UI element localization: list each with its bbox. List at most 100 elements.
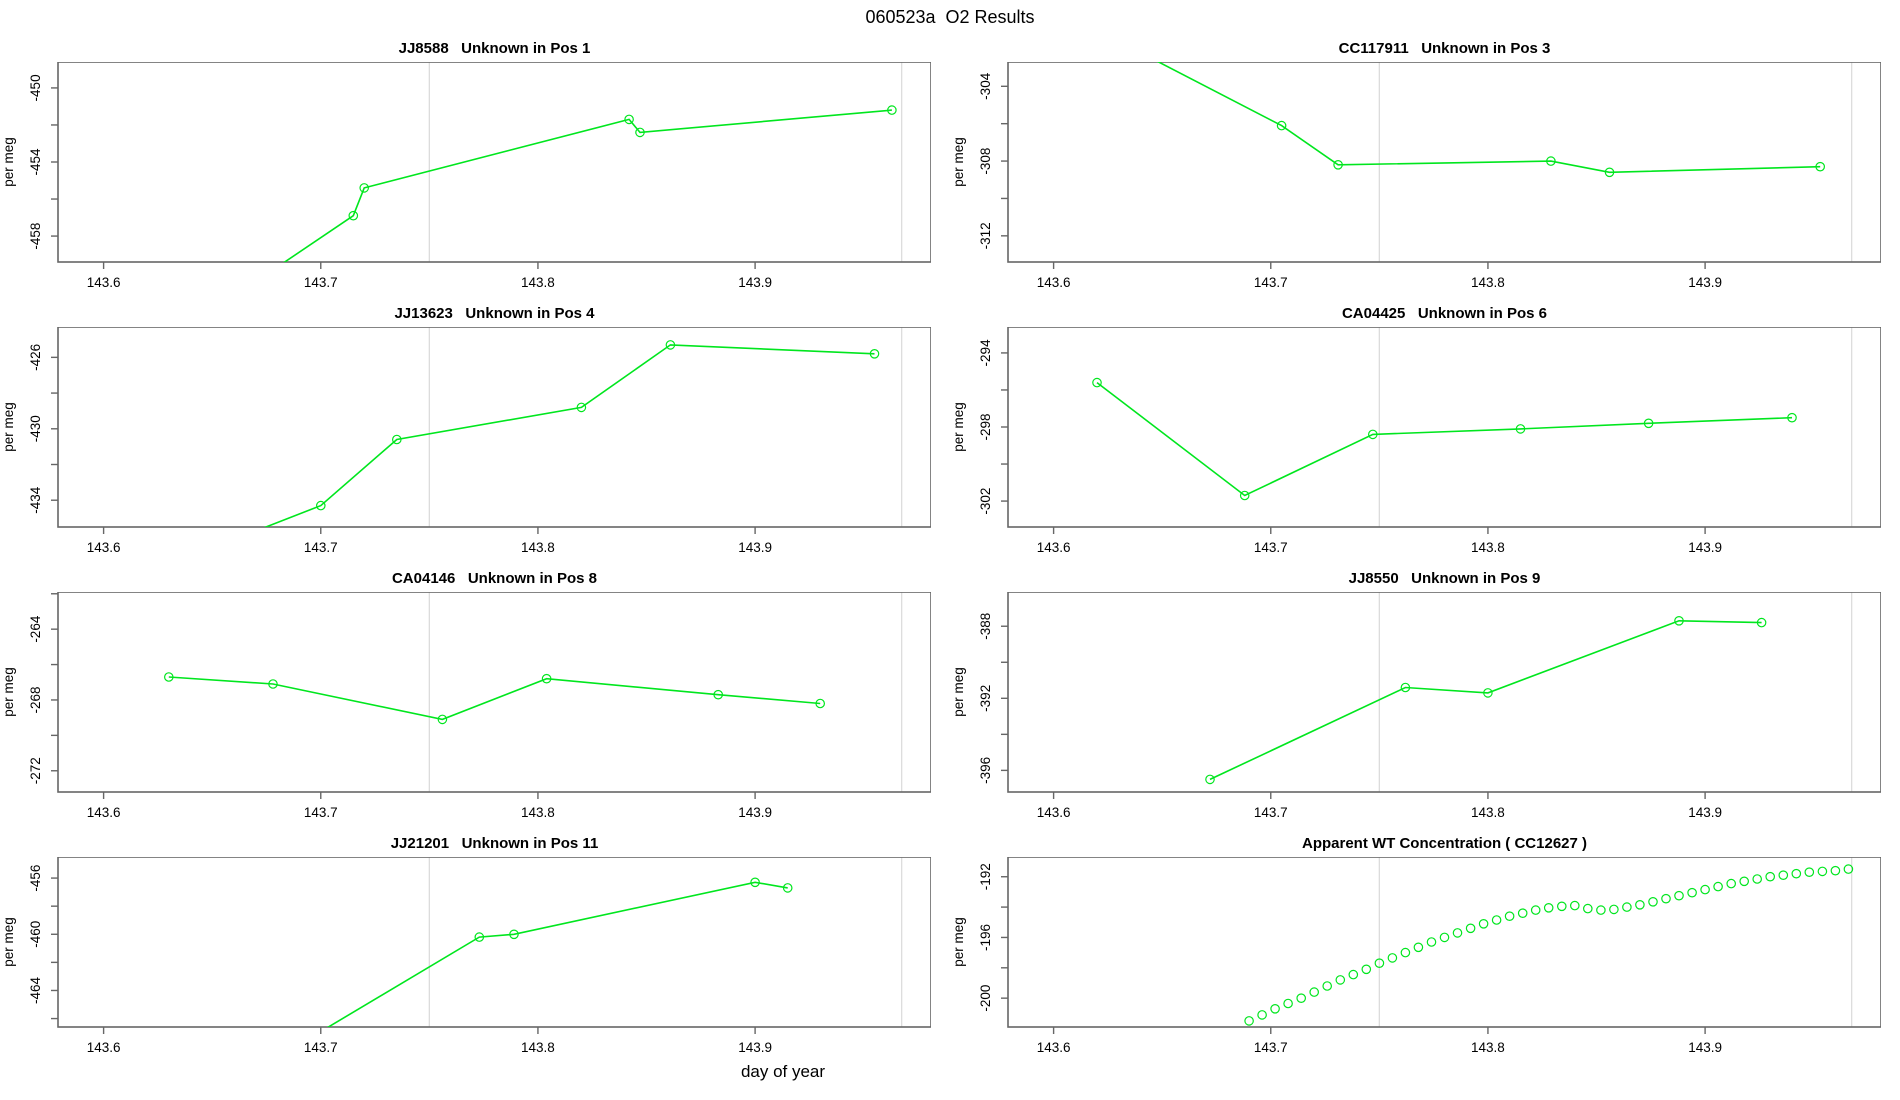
plot-container: -426 -430 -434 per meg 143.6 143.7 143.8 143.9: [0, 327, 950, 564]
data-point-marker: [1270, 1004, 1280, 1014]
data-point-marker: [348, 210, 359, 221]
data-point-marker: [1739, 876, 1749, 887]
data-point-marker: [474, 932, 485, 942]
subplot-title: JJ8550 Unknown in Pos 9: [1348, 570, 1541, 587]
data-point-marker: [1609, 904, 1619, 915]
x-tick-label: 143.6: [1037, 1040, 1071, 1055]
data-point-marker: [541, 673, 552, 684]
y-tick-label: -434: [28, 486, 43, 514]
x-tick-label: 143.8: [1471, 805, 1505, 820]
x-tick-label: 143.6: [87, 540, 121, 555]
y-tick-label: -454: [28, 148, 43, 176]
data-point-marker: [437, 714, 448, 725]
series-line: [1209, 619, 1762, 781]
plot-container: -294 -298 -302 per meg 143.6 143.7 143.8 143.9: [950, 327, 1900, 564]
x-axis-ticks: 143.6 143.7 143.8 143.9: [87, 527, 772, 555]
series-line: [263, 344, 875, 527]
data-point-marker: [1515, 424, 1526, 434]
data-point-marker: [1413, 942, 1424, 953]
series-line: [283, 109, 892, 262]
y-tick-label: -298: [978, 413, 993, 440]
y-axis-ticks: -426 -430 -434: [28, 344, 58, 514]
y-tick-label: -268: [28, 686, 43, 713]
subplot-title: JJ21201 Unknown in Pos 11: [390, 835, 599, 852]
x-tick-label: 143.7: [1254, 275, 1288, 290]
y-axis-title: per meg: [951, 917, 966, 967]
x-tick-label: 143.7: [304, 540, 338, 555]
data-point-marker: [624, 114, 634, 125]
data-point-marker: [1517, 908, 1528, 918]
y-tick-label: -302: [978, 488, 993, 515]
y-axis-title: per meg: [1, 917, 16, 967]
data-point-marker: [887, 105, 897, 115]
plot-container: -192 -196 -200 per meg 143.6 143.7 143.8 143.9: [950, 857, 1900, 1064]
plot-container: -388 -392 -396 per meg 143.6 143.7 143.8 143.9: [950, 592, 1900, 829]
x-tick-label: 143.7: [1254, 1040, 1288, 1055]
y-axis-title: per meg: [1, 402, 16, 452]
y-tick-label: -456: [28, 865, 43, 892]
data-point-marker: [1787, 412, 1797, 423]
plot-border: [1007, 857, 1881, 1028]
y-tick-label: -272: [28, 757, 43, 784]
data-point-marker: [782, 883, 793, 893]
data-point-marker: [1483, 688, 1493, 698]
plot-svg: -294 -298 -302 per meg 143.6 143.7 143.8 143.9: [951, 327, 1881, 555]
x-tick-label: 143.9: [1688, 805, 1722, 820]
series-line: [326, 881, 788, 1027]
y-tick-label: -396: [978, 757, 993, 784]
data-point-marker: [1491, 915, 1502, 925]
data-point-marker: [1622, 902, 1632, 912]
data-point-marker: [1830, 865, 1841, 876]
x-tick-label: 143.9: [738, 540, 772, 555]
subplot-jj13623-pos4: JJ13623 Unknown in Pos 4 -426 -430 -434 per…: [0, 299, 950, 564]
data-point-marker: [1205, 774, 1215, 785]
data-series: [1205, 615, 1767, 785]
subplot-title: Apparent WT Concentration ( CC12627 ): [1301, 835, 1588, 852]
data-point-marker: [576, 402, 587, 413]
x-tick-label: 143.9: [738, 1040, 772, 1055]
data-point-marker: [1333, 160, 1343, 170]
plot-svg: -426 -430 -434 per meg 143.6 143.7 143.8 143.9: [1, 327, 931, 555]
x-axis-ticks: 143.6 143.7 143.8 143.9: [1037, 792, 1722, 820]
data-point-marker: [869, 348, 880, 359]
data-point-marker: [1661, 893, 1671, 904]
data-point-marker: [1582, 903, 1593, 914]
x-tick-label: 143.6: [1037, 540, 1071, 555]
x-tick-label: 143.7: [304, 275, 338, 290]
x-tick-label: 143.7: [304, 1040, 338, 1055]
data-point-marker: [1804, 867, 1815, 877]
x-tick-label: 143.8: [1471, 275, 1505, 290]
y-axis-ticks: -456 -460 -464: [28, 865, 58, 1020]
data-point-marker: [1569, 900, 1580, 911]
data-series: [164, 672, 825, 725]
subplot-ca04425-pos6: CA04425 Unknown in Pos 6 -294 -298 -302 per…: [950, 299, 1900, 564]
data-point-marker: [1387, 953, 1398, 963]
x-axis-ticks: 143.6 143.7 143.8 143.9: [87, 1027, 772, 1055]
y-axis-ticks: -294 -298 -302: [978, 339, 1008, 515]
data-series: [1244, 864, 1854, 1026]
data-point-marker: [1700, 884, 1710, 895]
x-tick-label: 143.8: [1471, 540, 1505, 555]
x-tick-label: 143.9: [1688, 1040, 1722, 1055]
data-point-marker: [1244, 1016, 1254, 1026]
data-point-marker: [509, 929, 519, 940]
data-point-marker: [1335, 975, 1346, 985]
x-tick-label: 143.6: [1037, 275, 1071, 290]
data-point-marker: [1309, 987, 1319, 997]
x-tick-label: 143.7: [1254, 805, 1288, 820]
x-tick-label: 143.9: [738, 275, 772, 290]
data-point-marker: [1400, 682, 1411, 693]
x-tick-label: 143.6: [87, 1040, 121, 1055]
data-point-marker: [359, 183, 369, 193]
data-point-marker: [1530, 905, 1541, 915]
x-axis-label: day of year: [740, 1062, 826, 1081]
data-point-marker: [1426, 937, 1437, 947]
data-point-marker: [256, 275, 264, 283]
subplot-title: CA04425 Unknown in Pos 6: [1341, 305, 1548, 322]
data-series: [263, 340, 880, 527]
data-point-marker: [1752, 874, 1762, 884]
data-point-marker: [315, 500, 326, 511]
data-point-marker: [1556, 901, 1567, 912]
data-point-marker: [1092, 377, 1102, 388]
plot-border: [57, 62, 931, 263]
